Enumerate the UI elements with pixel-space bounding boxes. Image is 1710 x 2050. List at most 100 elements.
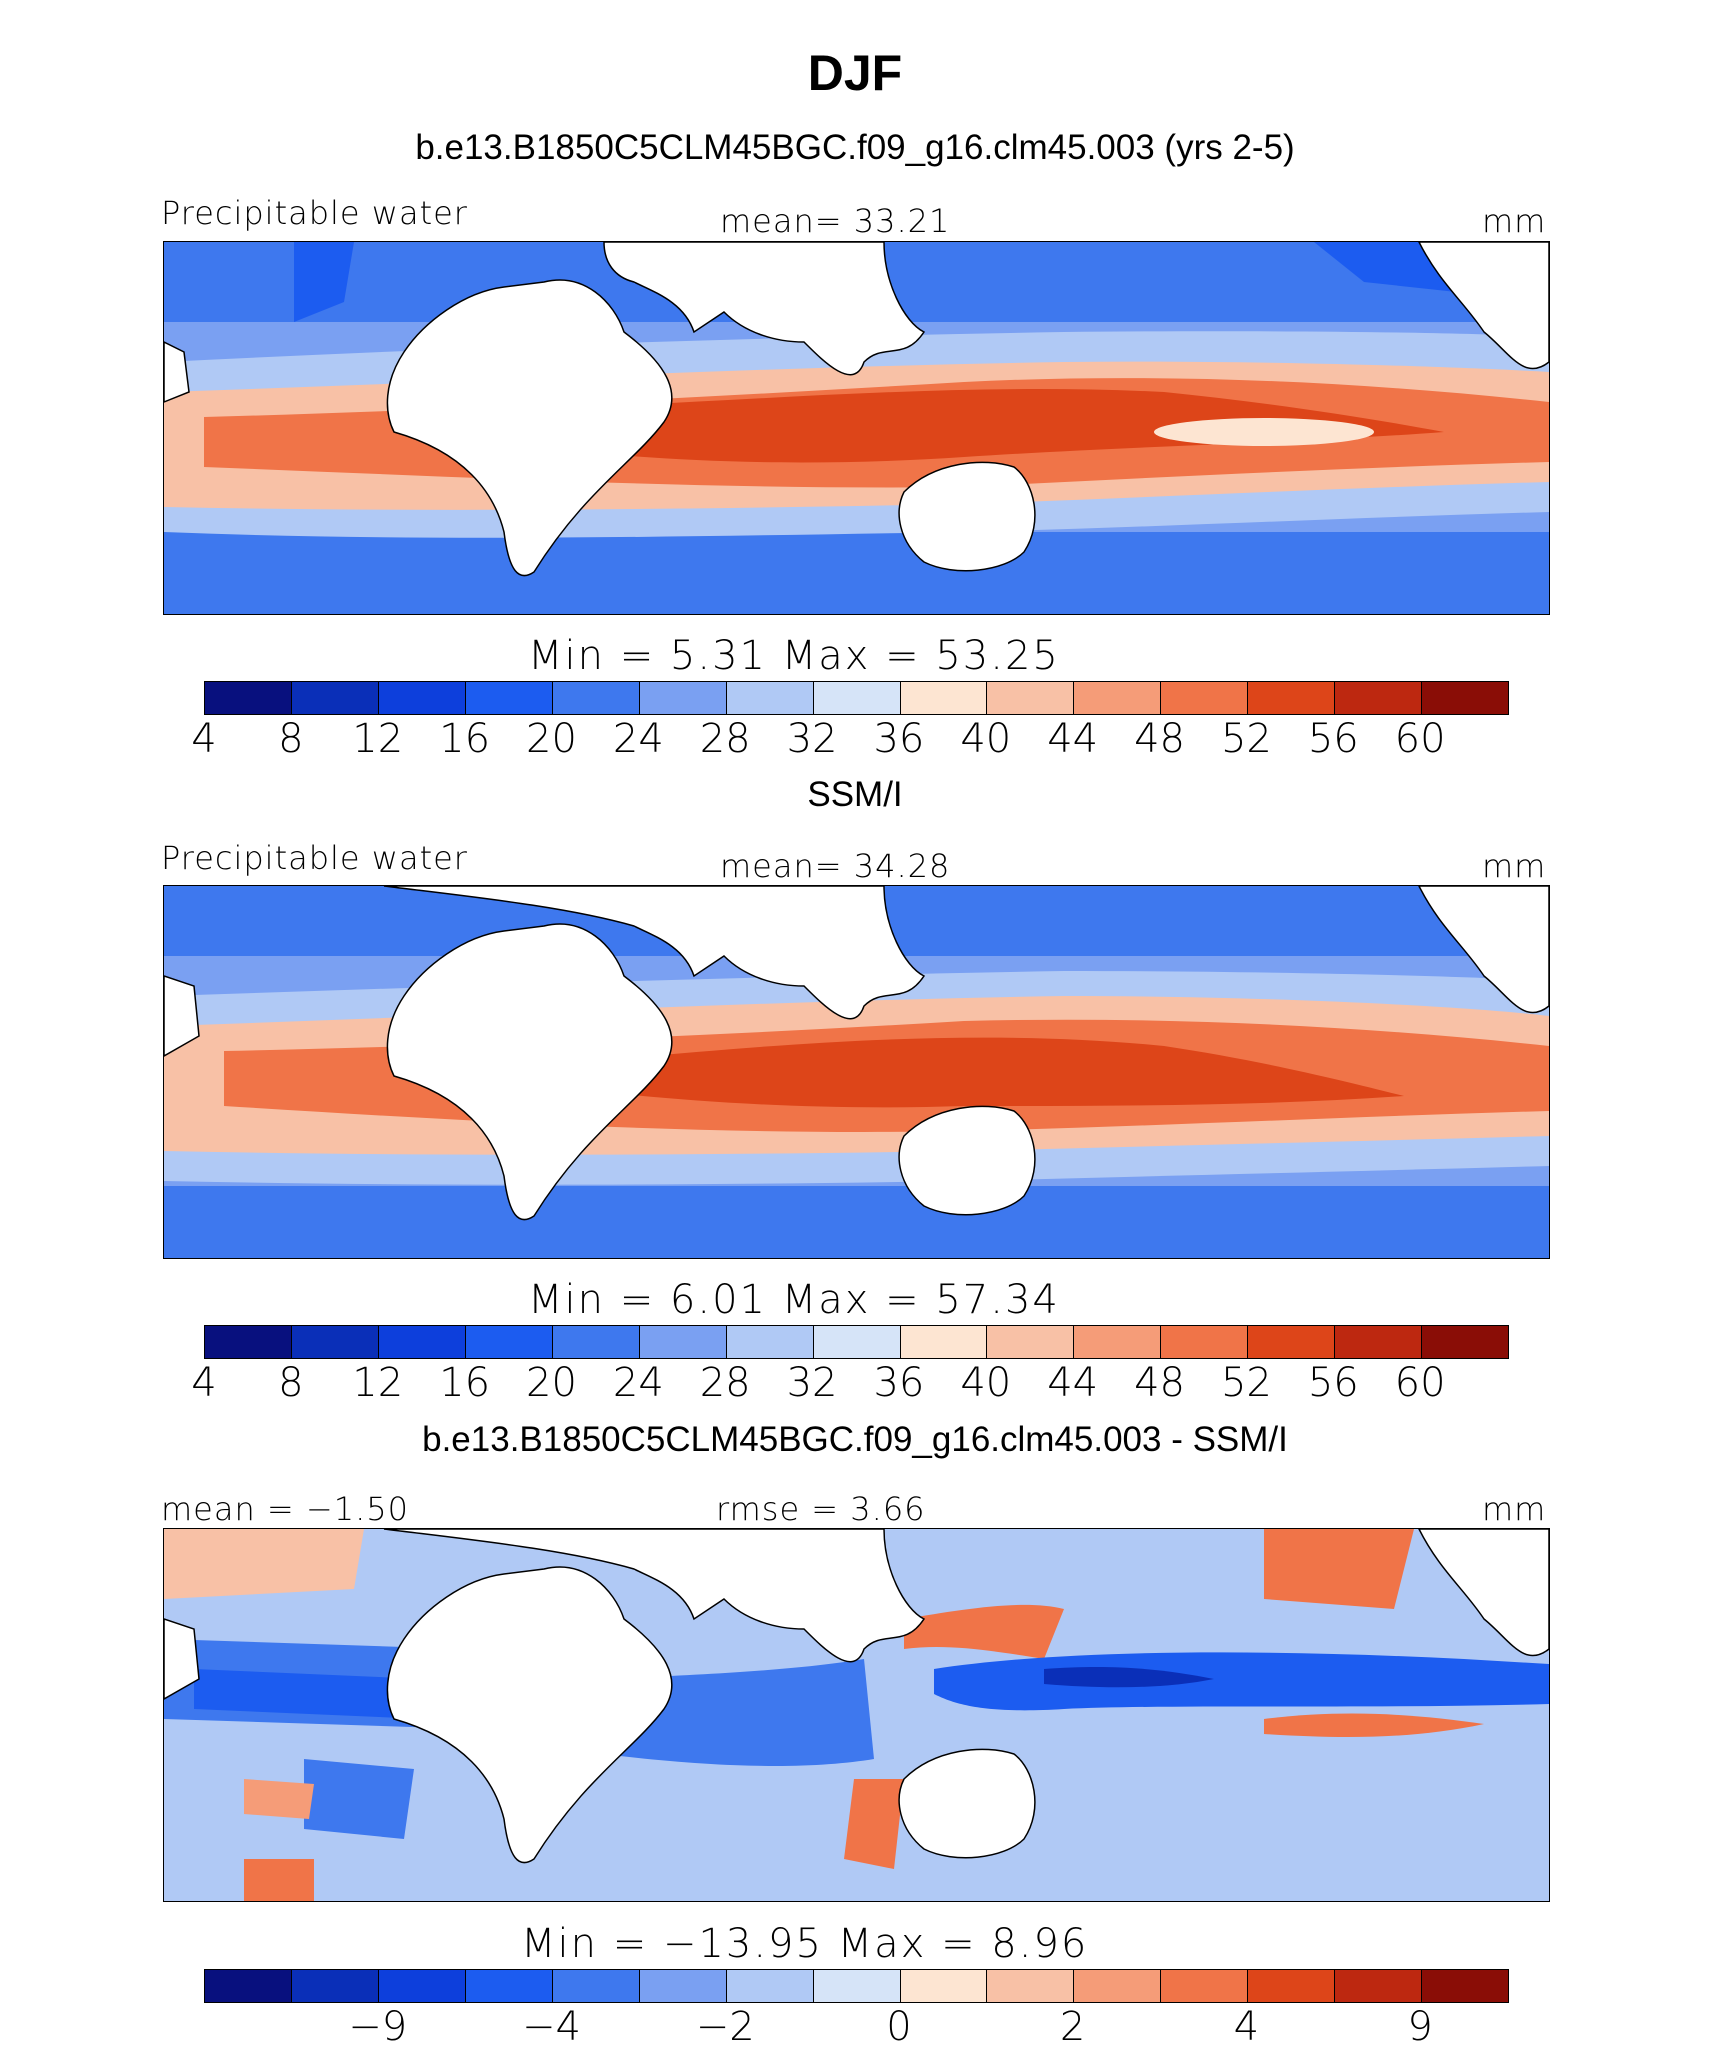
colorbar-tick-label: 8 — [278, 716, 304, 762]
colorbar-segment — [378, 1970, 466, 2002]
colorbar-tick-label: 28 — [699, 716, 751, 762]
colorbar-tick-label: 44 — [1047, 716, 1099, 762]
colorbar-tick-label: 24 — [612, 1360, 664, 1406]
panel-1-subtitle: b.e13.B1850C5CLM45BGC.f09_g16.clm45.003 … — [415, 128, 1295, 167]
colorbar-tick-label: 20 — [526, 1360, 577, 1406]
colorbar-tick-label: 56 — [1307, 716, 1359, 762]
panel-3-map — [163, 1528, 1550, 1902]
colorbar-segment — [1335, 1326, 1423, 1358]
colorbar-tick-label: 60 — [1394, 716, 1446, 762]
colorbar-segment — [1161, 1326, 1249, 1358]
colorbar-segment — [1074, 682, 1162, 714]
colorbar-segment — [1161, 682, 1249, 714]
colorbar-segment — [900, 1326, 988, 1358]
colorbar-segment — [900, 1970, 988, 2002]
colorbar-segment — [726, 1970, 814, 2002]
panel-1-variable-label: Precipitable water — [161, 194, 468, 232]
colorbar-segment — [378, 1326, 466, 1358]
panel-2-variable-label: Precipitable water — [161, 839, 468, 877]
colorbar-segment — [726, 682, 814, 714]
colorbar-segment — [1161, 1970, 1249, 2002]
colorbar-segment — [552, 1970, 640, 2002]
colorbar-tick-label: 52 — [1220, 1360, 1272, 1406]
colorbar-segment — [900, 682, 988, 714]
panel-3-units-label: mm — [1482, 1490, 1547, 1528]
panel-3-map-svg — [164, 1529, 1549, 1901]
panel-2-units-label: mm — [1482, 847, 1547, 885]
colorbar-segment — [813, 1326, 901, 1358]
colorbar-segment — [378, 682, 466, 714]
colorbar-tick-label: 8 — [278, 1360, 304, 1406]
colorbar-tick-label: 36 — [873, 716, 925, 762]
panel-3-subtitle: b.e13.B1850C5CLM45BGC.f09_g16.clm45.003 … — [422, 1420, 1288, 1459]
colorbar-tick-label: −9 — [348, 2004, 408, 2050]
colorbar-tick-label: 9 — [1407, 2004, 1433, 2050]
colorbar-segment — [1422, 1326, 1509, 1358]
colorbar-segment — [639, 682, 727, 714]
colorbar-tick-label: 48 — [1134, 1360, 1185, 1406]
colorbar-tick-label: 4 — [1233, 2004, 1260, 2050]
colorbar-tick-label: 48 — [1134, 716, 1185, 762]
colorbar-segment — [465, 1970, 553, 2002]
panel-1-mean-label: mean= 33.21 — [720, 202, 951, 240]
colorbar-segment — [552, 1326, 640, 1358]
panel-1-map — [163, 241, 1550, 615]
panel-3-colorbar — [204, 1969, 1509, 2003]
colorbar-tick-label: 4 — [191, 1360, 217, 1406]
colorbar-segment — [639, 1970, 727, 2002]
colorbar-segment — [1422, 682, 1509, 714]
colorbar-tick-label: 4 — [191, 716, 217, 762]
colorbar-segment — [1248, 1970, 1336, 2002]
colorbar-segment — [205, 1326, 292, 1358]
colorbar-segment — [813, 1970, 901, 2002]
colorbar-segment — [1074, 1326, 1162, 1358]
colorbar-tick-label: 24 — [612, 716, 664, 762]
colorbar-tick-label: 32 — [786, 1360, 838, 1406]
colorbar-segment — [291, 682, 379, 714]
panel-3-rmse-label: rmse = 3.66 — [716, 1490, 926, 1528]
colorbar-tick-label: 2 — [1059, 2004, 1086, 2050]
colorbar-segment — [291, 1970, 379, 2002]
panel-2-mean-label: mean= 34.28 — [720, 847, 951, 885]
panel-1-minmax: Min = 5.31 Max = 53.25 — [528, 633, 1060, 679]
colorbar-tick-label: 0 — [886, 2004, 912, 2050]
colorbar-tick-label: 32 — [786, 716, 838, 762]
colorbar-tick-label: 36 — [873, 1360, 925, 1406]
colorbar-segment — [813, 682, 901, 714]
colorbar-segment — [987, 1326, 1075, 1358]
panel-1-colorbar — [204, 681, 1509, 715]
colorbar-tick-label: 16 — [439, 716, 491, 762]
colorbar-segment — [465, 682, 553, 714]
colorbar-segment — [1335, 1970, 1423, 2002]
panel-2-subtitle: SSM/I — [807, 775, 903, 814]
colorbar-tick-label: 40 — [960, 1360, 1012, 1406]
colorbar-tick-label: 44 — [1047, 1360, 1099, 1406]
colorbar-segment — [291, 1326, 379, 1358]
colorbar-tick-label: 28 — [699, 1360, 751, 1406]
colorbar-tick-label: 20 — [526, 716, 577, 762]
colorbar-segment — [552, 682, 640, 714]
colorbar-segment — [1074, 1970, 1162, 2002]
colorbar-segment — [1248, 682, 1336, 714]
colorbar-segment — [987, 1970, 1075, 2002]
colorbar-tick-label: −4 — [521, 2004, 581, 2050]
colorbar-segment — [465, 1326, 553, 1358]
colorbar-tick-label: 12 — [352, 716, 404, 762]
panel-2-minmax: Min = 6.01 Max = 57.34 — [528, 1277, 1060, 1323]
panel-3-minmax: Min = −13.95 Max = 8.96 — [521, 1921, 1089, 1967]
panel-2-map — [163, 885, 1550, 1259]
panel-1-units-label: mm — [1482, 202, 1547, 240]
colorbar-tick-label: 12 — [352, 1360, 404, 1406]
colorbar-tick-label: 56 — [1307, 1360, 1359, 1406]
colorbar-segment — [1335, 682, 1423, 714]
panel-1-map-svg — [164, 242, 1549, 614]
colorbar-segment — [205, 1970, 292, 2002]
colorbar-segment — [726, 1326, 814, 1358]
panel-2-colorbar — [204, 1325, 1509, 1359]
colorbar-segment — [205, 682, 292, 714]
panel-3-mean-label: mean = −1.50 — [161, 1490, 409, 1528]
colorbar-segment — [1248, 1326, 1336, 1358]
colorbar-tick-label: 52 — [1220, 716, 1272, 762]
figure-title: DJF — [807, 45, 903, 101]
colorbar-tick-label: 60 — [1394, 1360, 1446, 1406]
